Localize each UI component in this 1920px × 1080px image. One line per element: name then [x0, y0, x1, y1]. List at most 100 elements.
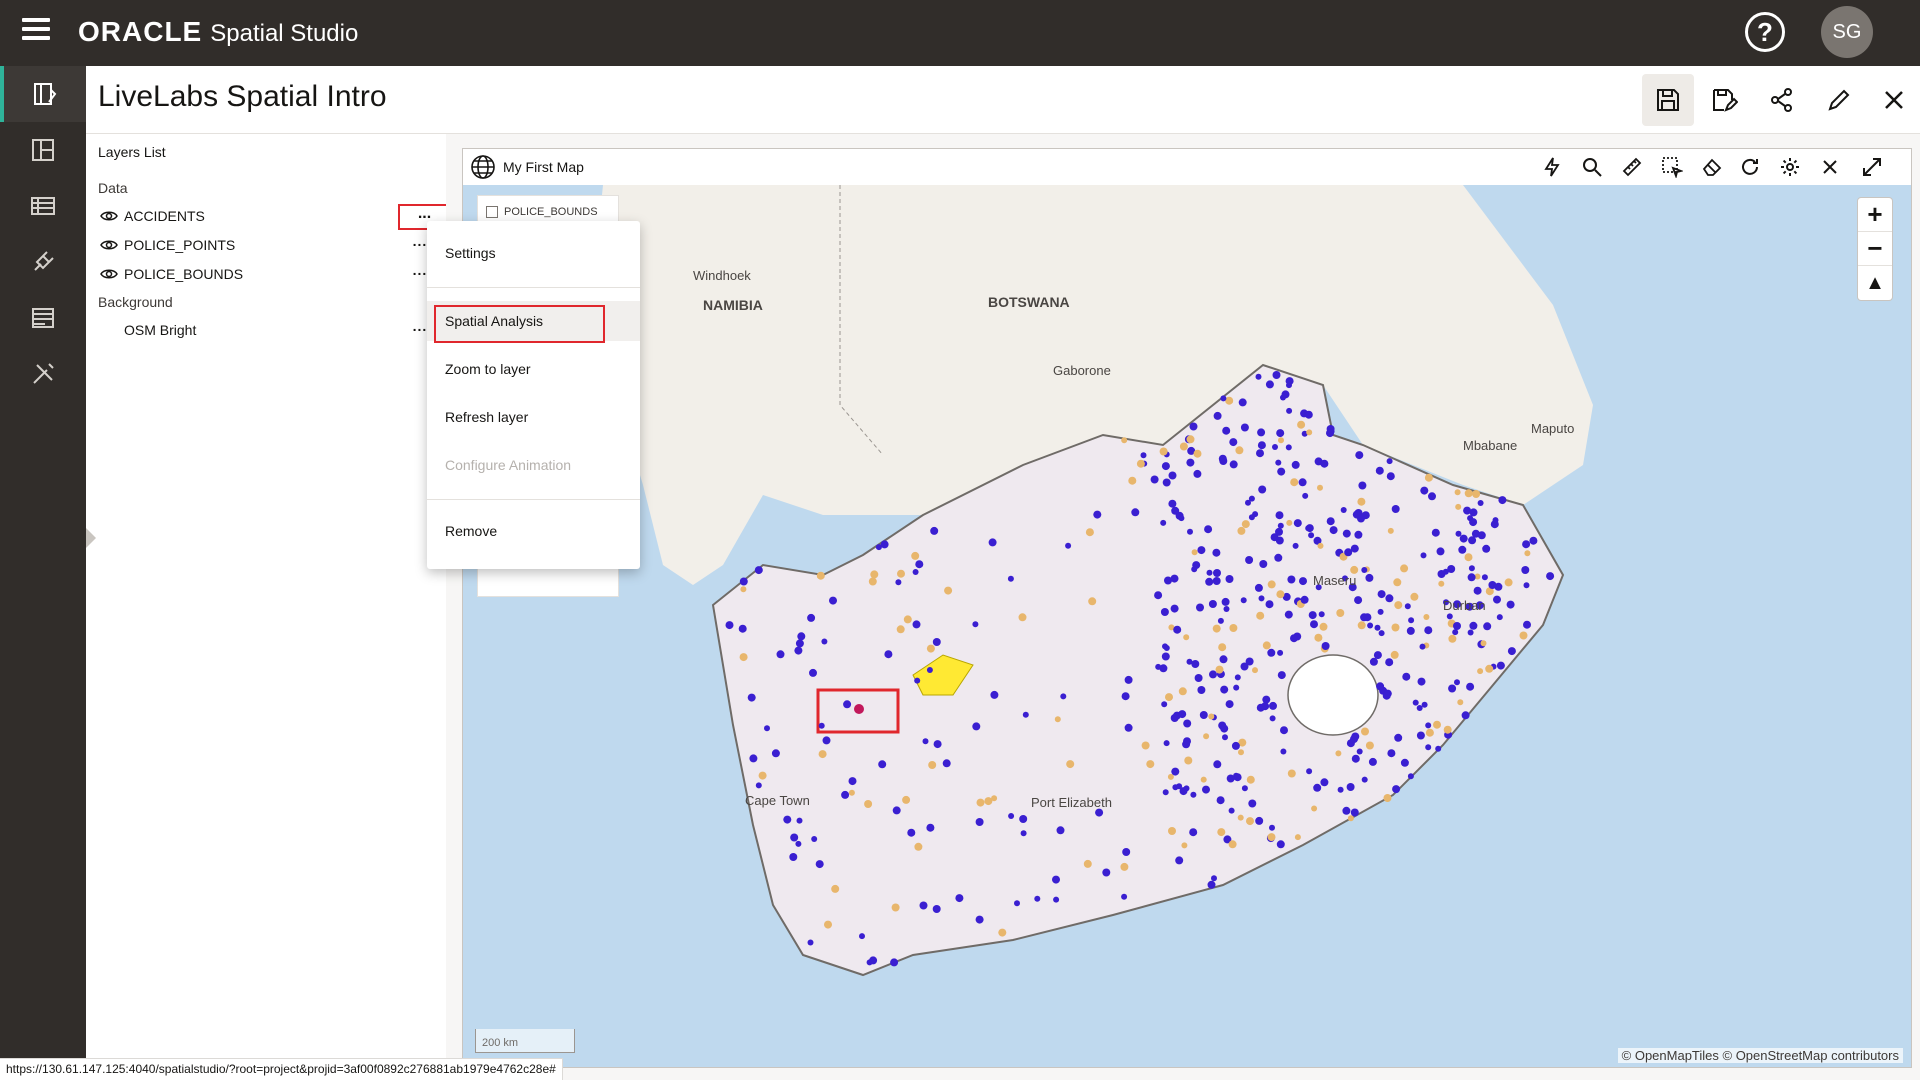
accident-marker — [1102, 868, 1111, 877]
close-icon[interactable] — [1868, 74, 1920, 126]
accident-marker — [1168, 471, 1177, 480]
gear-icon[interactable] — [1775, 153, 1805, 181]
nav-connections-icon[interactable] — [0, 234, 86, 290]
accident-marker — [1546, 572, 1555, 581]
accident-marker — [1007, 575, 1014, 582]
select-area-icon[interactable] — [1657, 153, 1687, 181]
accident-marker — [1124, 675, 1133, 684]
layer-more-button[interactable]: ... — [412, 262, 428, 278]
nav-datasets-icon[interactable] — [0, 290, 86, 346]
accident-marker — [1285, 377, 1294, 386]
accident-marker — [1419, 643, 1426, 650]
accident-marker — [1329, 526, 1338, 535]
nav-tools-icon[interactable] — [0, 346, 86, 402]
accident-marker — [1281, 390, 1290, 399]
menu-item-refresh-layer[interactable]: Refresh layer — [445, 409, 529, 425]
layer-row-accidents[interactable]: ACCIDENTS — [100, 204, 430, 228]
measure-icon[interactable] — [1617, 153, 1647, 181]
accident-marker — [1189, 828, 1198, 837]
accident-marker — [1348, 583, 1357, 592]
lightning-icon[interactable] — [1537, 153, 1567, 181]
accident-marker — [1455, 530, 1462, 537]
save-icon[interactable] — [1642, 74, 1694, 126]
visibility-eye-icon[interactable] — [100, 265, 118, 283]
accident-marker — [1386, 472, 1395, 481]
accident-marker — [1220, 395, 1227, 402]
nav-projects-icon[interactable] — [0, 66, 86, 122]
legend-label: POLICE_BOUNDS — [504, 206, 598, 218]
accident-marker — [1464, 553, 1473, 562]
map-canvas[interactable]: Windhoek NAMIBIA BOTSWANA Gaborone Maput… — [463, 185, 1912, 1068]
refresh-icon[interactable] — [1735, 153, 1765, 181]
accident-marker — [1342, 529, 1351, 538]
visibility-eye-icon[interactable] — [100, 207, 118, 225]
menu-divider — [427, 287, 640, 288]
layer-name: POLICE_BOUNDS — [124, 266, 244, 282]
accident-marker — [1183, 634, 1190, 641]
legend-item[interactable]: POLICE_BOUNDS — [486, 206, 598, 218]
visibility-eye-icon[interactable] — [100, 236, 118, 254]
search-icon[interactable] — [1577, 153, 1607, 181]
accident-marker — [1208, 713, 1215, 720]
accident-marker — [1494, 582, 1503, 591]
accident-marker — [1256, 611, 1265, 620]
accident-marker — [1393, 578, 1402, 587]
accident-marker — [1206, 569, 1213, 576]
accident-marker — [1453, 600, 1462, 609]
zoom-in-button[interactable]: + — [1858, 198, 1892, 232]
panel-collapse-icon[interactable] — [86, 528, 96, 548]
scale-bar: 200 km — [475, 1029, 575, 1053]
accident-marker — [1417, 677, 1426, 686]
close-map-icon[interactable] — [1815, 153, 1845, 181]
accident-marker — [1477, 531, 1486, 540]
accident-marker — [1475, 601, 1484, 610]
avatar[interactable]: SG — [1821, 6, 1873, 58]
accident-marker — [1310, 620, 1318, 629]
accident-marker — [1240, 662, 1249, 671]
legend-checkbox[interactable] — [486, 206, 498, 218]
project-header: LiveLabs Spatial Intro — [86, 66, 1920, 134]
accident-marker — [1186, 658, 1193, 665]
help-icon[interactable]: ? — [1745, 12, 1785, 52]
hamburger-menu-icon[interactable] — [22, 18, 50, 44]
menu-item-zoom-to-layer[interactable]: Zoom to layer — [445, 361, 531, 377]
accident-marker — [1160, 608, 1169, 616]
accident-marker — [816, 571, 825, 580]
accident-marker — [1212, 624, 1221, 633]
accident-marker — [1455, 503, 1462, 510]
layer-row-police-bounds[interactable]: POLICE_BOUNDS ... — [100, 262, 430, 286]
accident-marker — [1162, 478, 1171, 487]
accident-marker — [1275, 511, 1284, 520]
share-icon[interactable] — [1756, 74, 1808, 126]
accident-marker — [1392, 785, 1401, 794]
accident-marker — [868, 577, 877, 586]
accident-marker — [1256, 449, 1264, 458]
accident-marker — [1241, 520, 1250, 529]
accident-marker — [1060, 693, 1067, 700]
layer-more-button[interactable]: ... — [412, 318, 428, 334]
save-as-icon[interactable] — [1698, 74, 1750, 126]
accident-marker — [1213, 569, 1221, 577]
menu-item-remove[interactable]: Remove — [445, 523, 498, 539]
layer-more-button[interactable]: ... — [412, 233, 428, 249]
eraser-icon[interactable] — [1697, 153, 1727, 181]
layer-row-police-points[interactable]: POLICE_POINTS ... — [100, 233, 430, 257]
nav-table-icon[interactable] — [0, 178, 86, 234]
accident-marker — [1306, 429, 1313, 436]
menu-item-settings[interactable]: Settings — [445, 245, 496, 261]
map-label-namibia: NAMIBIA — [703, 297, 763, 313]
zoom-out-button[interactable]: − — [1858, 232, 1892, 266]
edit-icon[interactable] — [1813, 74, 1865, 126]
reset-north-icon[interactable]: ▲ — [1865, 271, 1885, 294]
accident-marker — [1365, 741, 1374, 750]
nav-layout-icon[interactable] — [0, 122, 86, 178]
layer-row-osm-bright[interactable]: OSM Bright ... — [100, 318, 430, 342]
accident-marker — [1306, 768, 1313, 775]
accident-marker — [1211, 875, 1217, 882]
accident-marker — [922, 738, 929, 745]
accident-marker — [902, 795, 911, 804]
accident-marker — [1277, 522, 1284, 529]
map-frame[interactable]: My First Map Windhoek NAMIBIA BOTSWANA — [462, 148, 1912, 1068]
expand-icon[interactable] — [1857, 153, 1887, 181]
accident-marker — [789, 853, 798, 861]
